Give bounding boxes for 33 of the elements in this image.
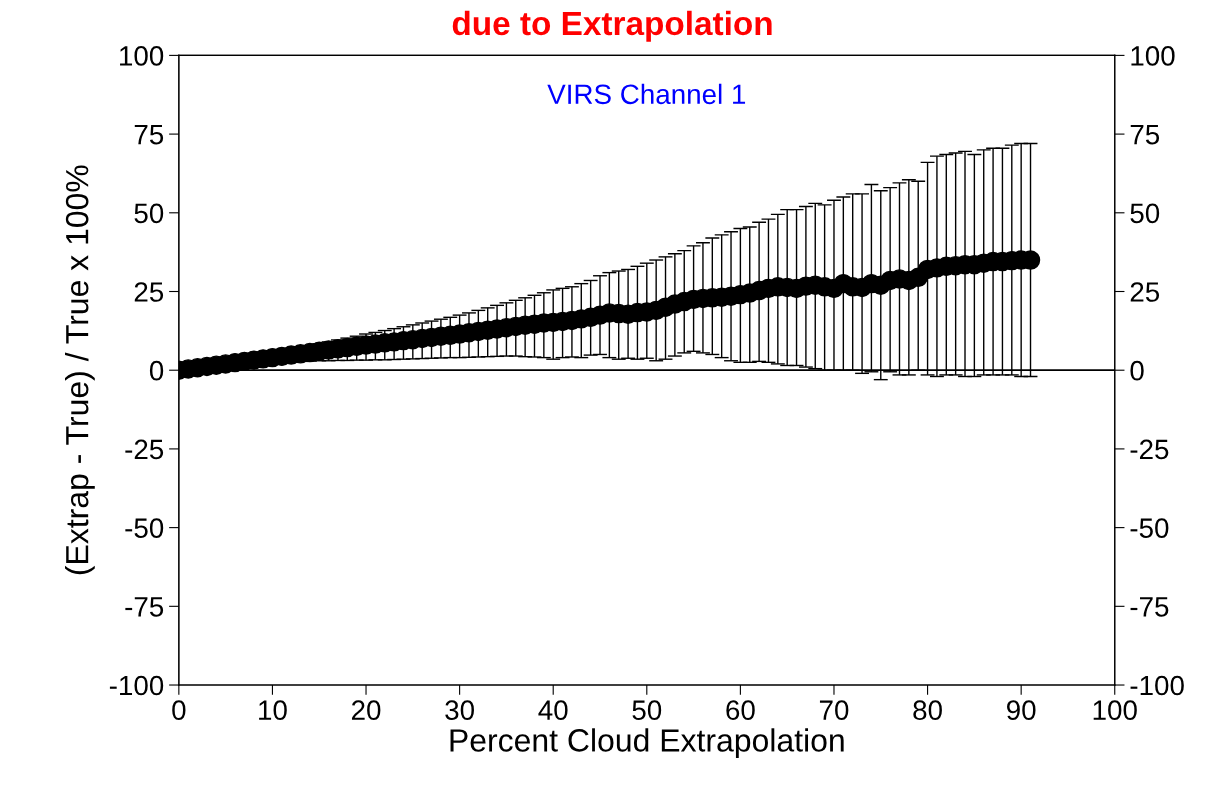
- y-tick-label: -25: [125, 439, 164, 460]
- x-tick-label: 0: [172, 700, 186, 721]
- x-tick-label: 70: [819, 700, 849, 721]
- y2-tick-label: 75: [1130, 125, 1160, 145]
- y-tick-label: -75: [125, 597, 164, 617]
- y2-tick-label: 50: [1130, 203, 1160, 224]
- y2-tick-label: 100: [1131, 46, 1175, 66]
- x-tick-label: 80: [913, 700, 942, 721]
- y-axis-title: (Extrap - True) / True x 100%: [65, 165, 95, 575]
- annotation: VIRS Channel 1: [547, 83, 746, 105]
- x-tick-label: 40: [538, 700, 568, 721]
- chart-title: due to Extrapolation: [452, 10, 772, 42]
- x-tick-label: 30: [445, 700, 474, 721]
- y2-tick-label: -50: [1130, 518, 1169, 538]
- x-tick-label: 20: [351, 700, 381, 721]
- x-tick-label: 90: [1007, 700, 1036, 721]
- y2-tick-label: -25: [1130, 439, 1169, 460]
- y-tick-label: 25: [134, 282, 164, 302]
- y2-tick-label: 25: [1130, 282, 1160, 302]
- y-tick-label: 75: [134, 125, 164, 145]
- y-tick-label: 100: [120, 46, 164, 66]
- x-tick-label: 100: [1093, 700, 1137, 721]
- x-tick-label: 10: [259, 700, 287, 721]
- y2-tick-label: -75: [1130, 597, 1169, 617]
- x-tick-label: 60: [726, 700, 755, 721]
- x-axis-title: Percent Cloud Extrapolation: [450, 728, 844, 759]
- x-tick-label: 50: [632, 700, 662, 721]
- y2-tick-label: -100: [1130, 675, 1184, 696]
- y-tick-label: 0: [149, 360, 164, 381]
- y-tick-label: 50: [134, 203, 164, 224]
- y-tick-label: -100: [109, 675, 164, 696]
- y2-tick-label: 0: [1130, 360, 1144, 381]
- y-tick-label: -50: [125, 518, 164, 538]
